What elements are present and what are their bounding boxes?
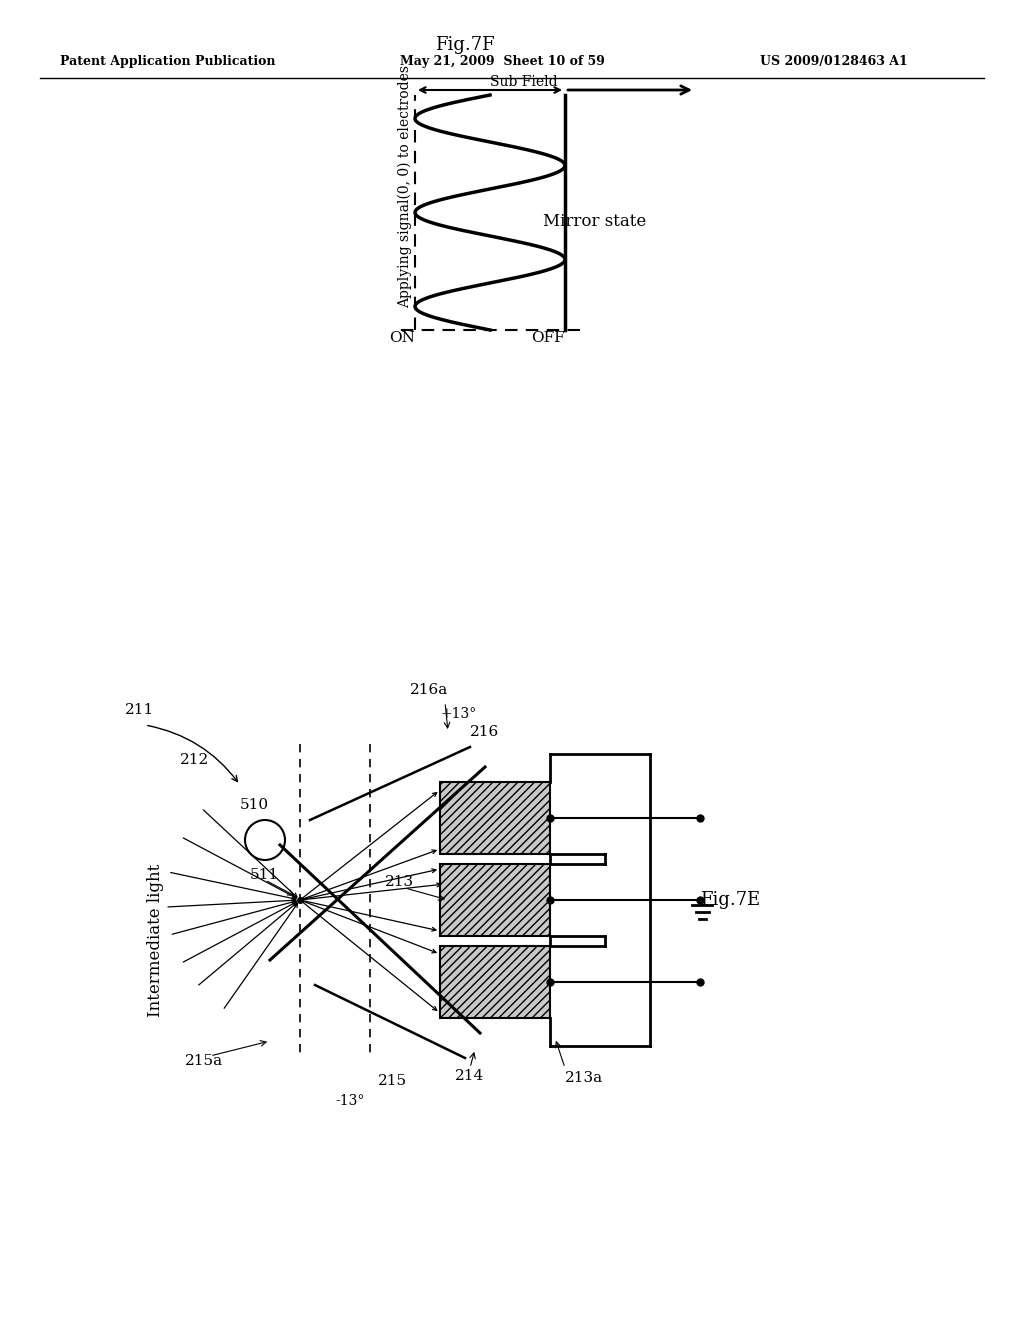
Text: OFF: OFF: [531, 331, 565, 345]
Text: 216: 216: [470, 725, 500, 739]
Text: -13°: -13°: [335, 1094, 365, 1107]
Text: US 2009/0128463 A1: US 2009/0128463 A1: [760, 55, 907, 69]
Text: Fig.7E: Fig.7E: [700, 891, 760, 909]
Text: 213a: 213a: [565, 1071, 603, 1085]
Text: +13°: +13°: [440, 708, 476, 721]
Text: 216a: 216a: [410, 682, 449, 697]
Text: 212: 212: [180, 752, 209, 767]
Text: Patent Application Publication: Patent Application Publication: [60, 55, 275, 69]
Polygon shape: [440, 781, 550, 854]
Text: 215a: 215a: [185, 1053, 223, 1068]
Text: May 21, 2009  Sheet 10 of 59: May 21, 2009 Sheet 10 of 59: [400, 55, 605, 69]
Text: 213: 213: [385, 875, 414, 888]
Text: 510: 510: [240, 799, 269, 812]
Text: Applying signal(0, 0) to electrodes: Applying signal(0, 0) to electrodes: [397, 65, 413, 308]
Polygon shape: [440, 865, 550, 936]
Text: 511: 511: [250, 869, 280, 882]
Text: Sub Field: Sub Field: [490, 75, 558, 88]
Text: ON: ON: [389, 331, 415, 345]
Text: Mirror state: Mirror state: [544, 213, 646, 230]
Text: Fig.7F: Fig.7F: [435, 36, 495, 54]
Text: 211: 211: [125, 704, 155, 717]
Text: 215: 215: [378, 1074, 408, 1088]
Text: Intermediate light: Intermediate light: [146, 863, 164, 1016]
Text: 214: 214: [455, 1069, 484, 1082]
Polygon shape: [440, 946, 550, 1018]
